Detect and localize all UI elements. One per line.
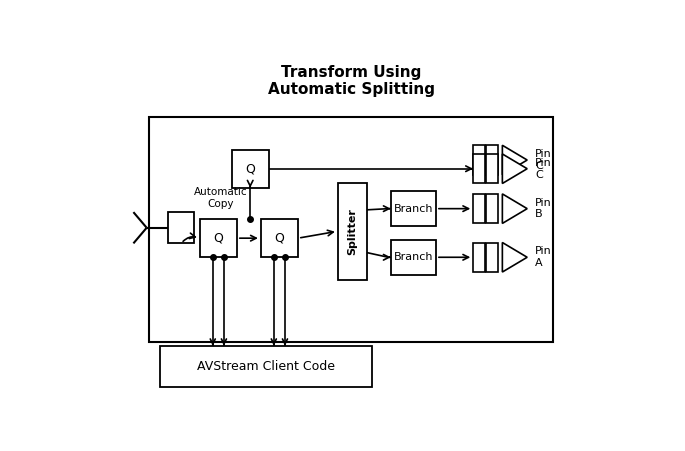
Bar xyxy=(168,212,195,244)
Bar xyxy=(391,240,436,275)
Bar xyxy=(160,346,373,387)
Text: Q: Q xyxy=(245,162,255,175)
Text: Transform Using
Automatic Splitting: Transform Using Automatic Splitting xyxy=(268,64,434,97)
Bar xyxy=(473,145,486,175)
Bar xyxy=(149,117,553,342)
Bar xyxy=(486,194,498,223)
Text: Pin
C: Pin C xyxy=(535,158,552,179)
PathPatch shape xyxy=(502,194,527,223)
Bar xyxy=(261,219,298,257)
Bar xyxy=(486,145,498,175)
Text: Pin
A: Pin A xyxy=(535,247,552,268)
Bar xyxy=(473,243,486,272)
Text: Splitter: Splitter xyxy=(347,208,358,255)
Bar xyxy=(486,243,498,272)
Text: Branch: Branch xyxy=(394,204,433,214)
Bar xyxy=(391,191,436,226)
PathPatch shape xyxy=(502,154,527,184)
Bar xyxy=(232,150,269,188)
Text: Pin
B: Pin B xyxy=(535,198,552,220)
Text: Branch: Branch xyxy=(394,252,433,262)
Text: Q: Q xyxy=(214,232,223,245)
Bar xyxy=(486,154,498,184)
PathPatch shape xyxy=(502,145,527,175)
Bar xyxy=(473,194,486,223)
Text: Q: Q xyxy=(275,232,284,245)
Bar xyxy=(338,183,367,280)
PathPatch shape xyxy=(502,243,527,272)
Bar xyxy=(472,127,544,193)
Bar xyxy=(473,154,486,184)
Bar xyxy=(200,219,237,257)
Text: AVStream Client Code: AVStream Client Code xyxy=(197,360,335,373)
Text: Automatic
Copy: Automatic Copy xyxy=(194,188,248,209)
Text: Pin
C: Pin C xyxy=(535,149,552,171)
